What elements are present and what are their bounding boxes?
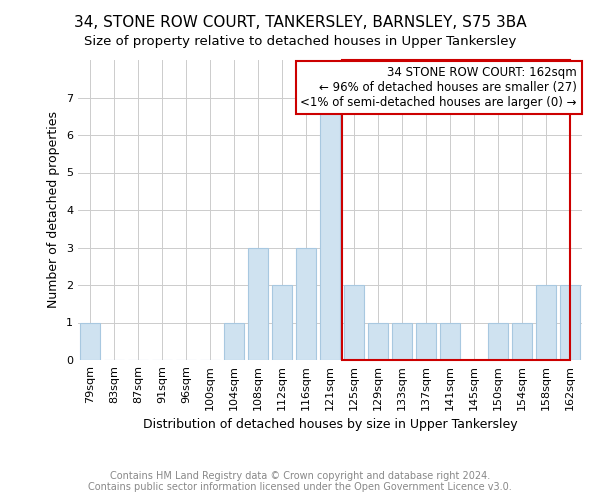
Bar	[392, 322, 412, 360]
X-axis label: Distribution of detached houses by size in Upper Tankersley: Distribution of detached houses by size …	[143, 418, 517, 431]
Bar	[560, 285, 580, 360]
Text: Contains HM Land Registry data © Crown copyright and database right 2024.
Contai: Contains HM Land Registry data © Crown c…	[88, 471, 512, 492]
Bar	[320, 98, 340, 360]
Bar	[512, 322, 532, 360]
Bar	[440, 322, 460, 360]
Bar	[344, 285, 364, 360]
Y-axis label: Number of detached properties: Number of detached properties	[47, 112, 61, 308]
Bar	[536, 285, 556, 360]
Bar	[416, 322, 436, 360]
Bar	[296, 248, 316, 360]
Bar	[80, 322, 100, 360]
Bar	[272, 285, 292, 360]
Text: 34, STONE ROW COURT, TANKERSLEY, BARNSLEY, S75 3BA: 34, STONE ROW COURT, TANKERSLEY, BARNSLE…	[74, 15, 526, 30]
Bar	[224, 322, 244, 360]
Bar	[248, 248, 268, 360]
Text: Size of property relative to detached houses in Upper Tankersley: Size of property relative to detached ho…	[84, 35, 516, 48]
Bar	[368, 322, 388, 360]
Text: 34 STONE ROW COURT: 162sqm
← 96% of detached houses are smaller (27)
<1% of semi: 34 STONE ROW COURT: 162sqm ← 96% of deta…	[301, 66, 577, 109]
Bar	[488, 322, 508, 360]
